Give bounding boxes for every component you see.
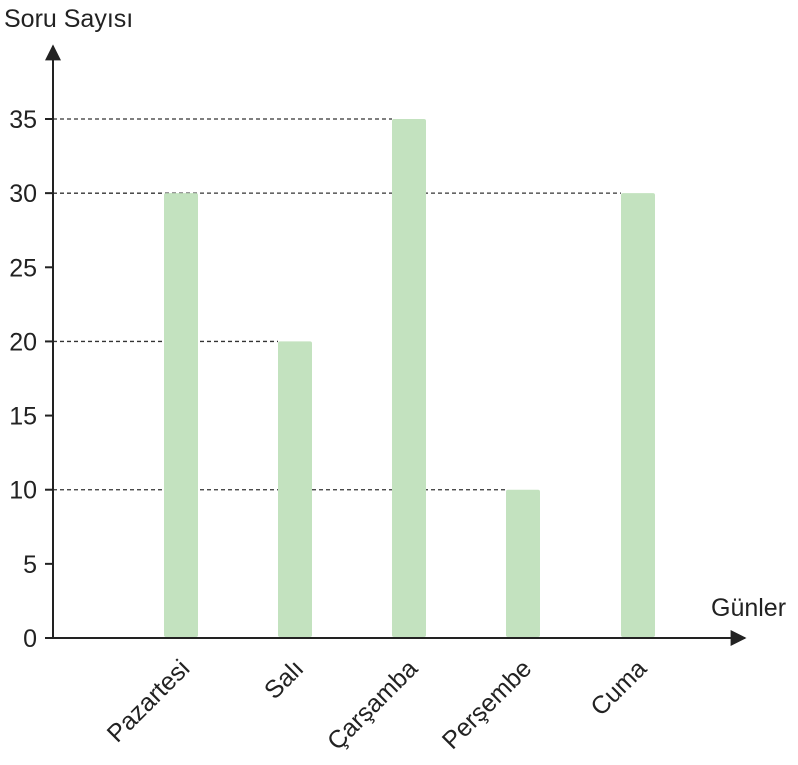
y-axis-title: Soru Sayısı (4, 5, 133, 33)
y-tick-label: 10 (9, 477, 37, 505)
bar (164, 193, 198, 637)
y-tick-label: 5 (23, 551, 37, 579)
bar (621, 193, 655, 637)
bars (164, 119, 655, 637)
x-tick-label: Çarşamba (322, 654, 423, 755)
bar (392, 119, 426, 637)
bar (506, 489, 540, 637)
y-tick-label: 30 (9, 180, 37, 208)
y-tick-label: 0 (23, 625, 37, 653)
x-axis-title: Günler (711, 594, 786, 622)
y-tick-label: 25 (9, 254, 37, 282)
bar (278, 341, 312, 637)
x-tick-label: Perşembe (437, 654, 537, 754)
y-tick-label: 35 (9, 106, 37, 134)
x-tick-label: Pazartesi (102, 654, 195, 747)
x-tick-labels: Pazartesi Salı Çarşamba Perşembe Cuma (102, 654, 653, 755)
x-tick-label: Salı (259, 654, 309, 704)
y-tick-label: 20 (9, 328, 37, 356)
y-tick-label: 15 (9, 403, 37, 431)
x-tick-label: Cuma (585, 654, 652, 721)
guide-lines (53, 118, 621, 491)
y-ticks: 0 5 10 15 20 25 30 35 (9, 106, 53, 653)
